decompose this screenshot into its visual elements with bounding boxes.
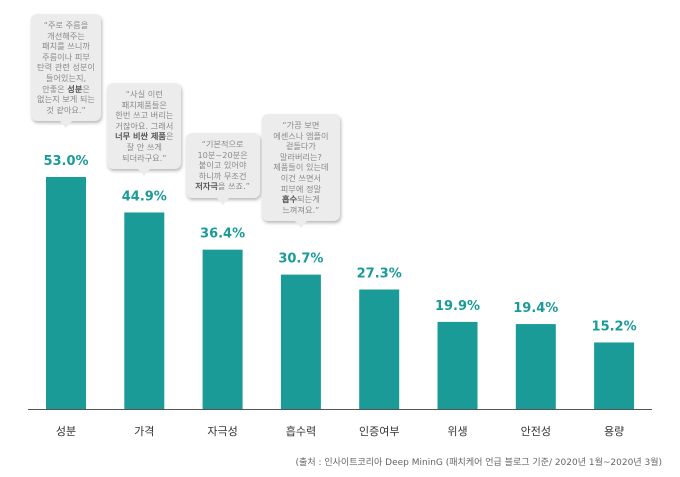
callout-quote-1: “사실 이런 패치제품들은 한번 쓰고 버리는 거잖아요. 그래서 너무 비싼 … — [107, 83, 182, 177]
callout-emphasis: 저자극 — [195, 181, 218, 192]
value-label-4: 27.3% — [357, 266, 402, 281]
bar-4 — [359, 289, 400, 409]
callout-emphasis: 흡수 — [282, 194, 298, 205]
callout-text: 은 없는지 보게 되는 것 같아요.” — [37, 83, 95, 115]
bar-6 — [515, 324, 556, 409]
category-label-5: 위생 — [447, 425, 467, 438]
callout-text: “기본적으로 10분~20분은 붙이고 있어야 하니까 무조건 — [197, 139, 248, 181]
value-label-5: 19.9% — [435, 299, 480, 314]
source-note: (출처 : 인사이트코리아 Deep MininG (패치케어 언급 블로그 기… — [295, 458, 662, 468]
callout-emphasis: 성분 — [67, 83, 83, 94]
category-label-4: 인증여부 — [359, 425, 399, 438]
callout-quote-3: “가끔 보면 에센스나 앰플이 겉돌다가 말라버리는? 제품들이 있는데 이건 … — [261, 114, 340, 229]
category-label-2: 자극성 — [207, 425, 237, 438]
category-label-0: 성분 — [56, 425, 76, 438]
bar-2 — [202, 249, 243, 409]
value-label-7: 15.2% — [592, 319, 637, 334]
value-label-2: 36.4% — [200, 227, 245, 242]
callout-emphasis: 너무 비싼 제품 — [115, 131, 166, 142]
value-label-1: 44.9% — [122, 189, 167, 204]
callout-text: 되는게 느껴져요.” — [282, 194, 320, 215]
value-label-0: 53.0% — [43, 154, 88, 169]
bar-0 — [46, 177, 86, 409]
callout-text: “가끔 보면 에센스나 앰플이 겉돌다가 말라버리는? 제품들이 있는데 이건 … — [273, 120, 329, 194]
callout-text: “주로 주름을 개선해주는 패치를 쓰니까 주름이나 피부 탄력 관련 성분이 … — [37, 20, 95, 94]
bar-7 — [594, 342, 635, 409]
bar-3 — [280, 274, 321, 409]
callout-quote-0: “주로 주름을 개선해주는 패치를 쓰니까 주름이나 피부 탄력 관련 성분이 … — [31, 14, 101, 129]
callout-text: 은 잘 안 쓰게 되더라구요.” — [122, 131, 174, 163]
callout-text: “사실 이런 패치제품들은 한번 쓰고 버리는 거잖아요. 그래서 — [115, 89, 174, 131]
callout-text: 을 쓰죠.” — [217, 181, 250, 192]
value-label-3: 30.7% — [278, 252, 323, 267]
callout-quote-2: “기본적으로 10분~20분은 붙이고 있어야 하니까 무조건 저자극을 쓰죠.… — [185, 133, 260, 205]
category-label-3: 흡수력 — [286, 424, 316, 438]
category-label-6: 안전성 — [521, 425, 551, 438]
category-label-7: 용량 — [604, 425, 624, 438]
bar-5 — [437, 321, 478, 409]
value-label-6: 19.4% — [513, 301, 558, 316]
bar-1 — [124, 212, 165, 409]
category-label-1: 가격 — [134, 425, 154, 438]
